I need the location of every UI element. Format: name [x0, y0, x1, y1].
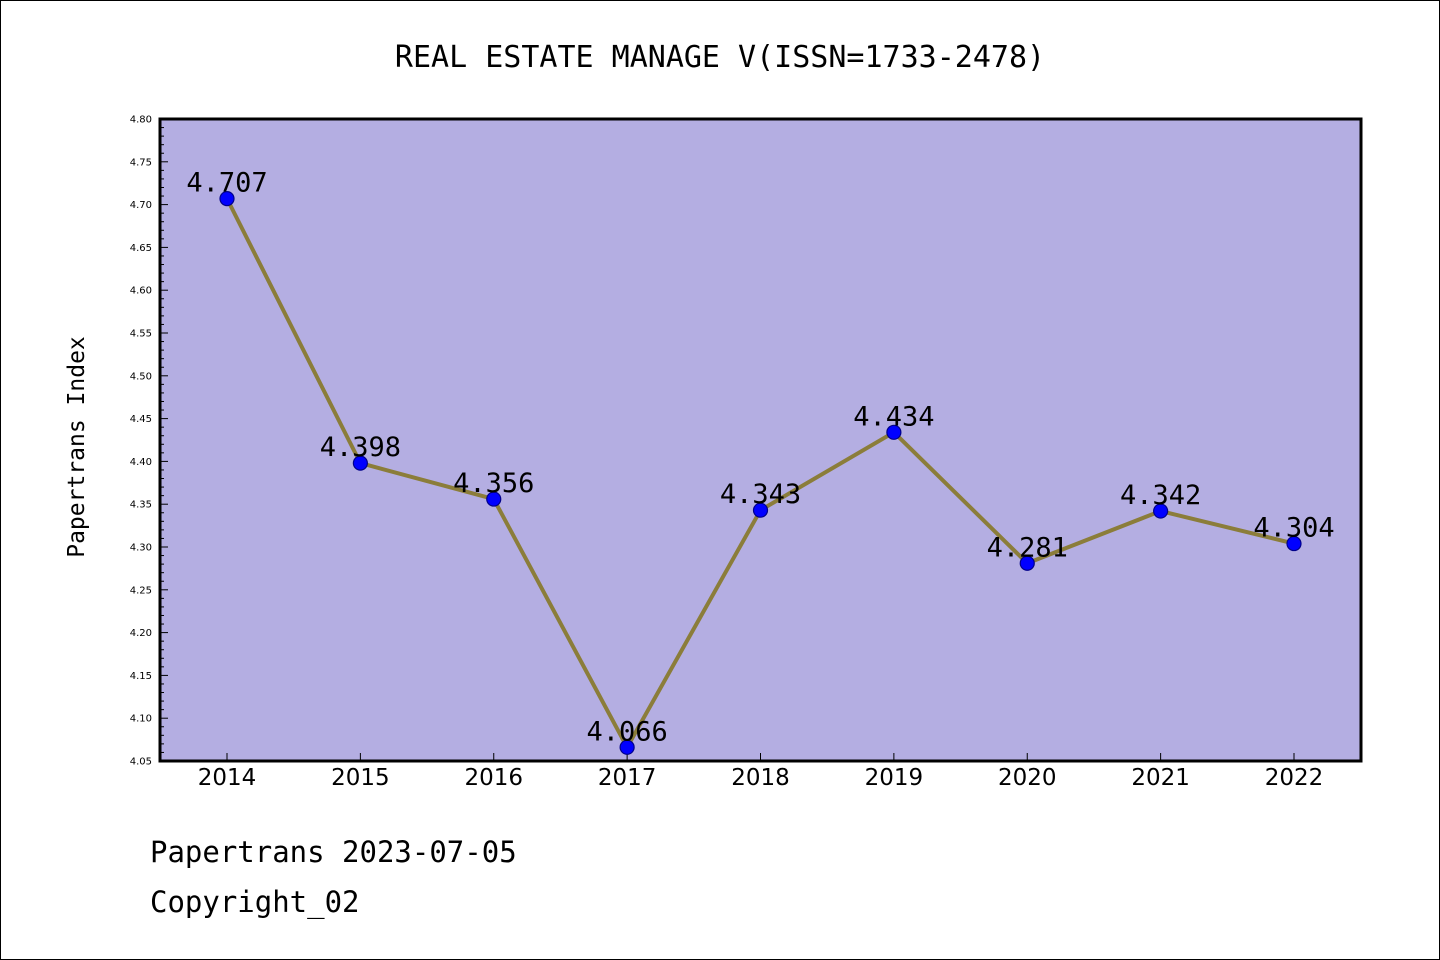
footer-copyright-text: Copyright_02 [150, 885, 360, 919]
y-axis-label: Papertrans Index [64, 336, 90, 558]
data-label: 4.434 [853, 401, 934, 432]
data-point-marker [619, 739, 635, 755]
data-point-marker [1019, 555, 1035, 571]
y-tick-label: 4.25 [130, 585, 152, 596]
y-tick-label: 4.15 [130, 671, 152, 682]
footer-date-text: Papertrans 2023-07-05 [150, 835, 517, 869]
y-tick-label: 4.20 [130, 628, 152, 639]
x-tick-label: 2015 [331, 765, 390, 791]
plot-border [158, 117, 1363, 763]
data-label: 4.066 [586, 716, 667, 747]
y-tick-label: 4.80 [130, 115, 152, 126]
x-axis: 2014 2015 2016 2017 2018 2019 2020 2021 2022 [198, 753, 1324, 791]
data-label: 4.304 [1253, 513, 1334, 544]
data-label: 4.398 [320, 432, 401, 463]
data-label: 4.707 [186, 168, 267, 199]
x-tick-label: 2021 [1131, 765, 1190, 791]
chart-title: REAL ESTATE MANAGE V(ISSN=1733-2478) [395, 40, 1045, 75]
data-point-marker [219, 191, 235, 207]
marker-group [219, 191, 1302, 755]
y-tick-label: 4.50 [130, 371, 152, 382]
y-tick-label: 4.30 [130, 543, 152, 554]
data-label: 4.281 [987, 532, 1068, 563]
y-tick-label: 4.65 [130, 243, 152, 254]
y-tick-label: 4.45 [130, 414, 152, 425]
x-tick-label: 2020 [998, 765, 1057, 791]
y-tick-label: 4.75 [130, 157, 152, 168]
x-tick-label: 2019 [865, 765, 924, 791]
x-tick-label: 2014 [198, 765, 257, 791]
data-label: 4.342 [1120, 480, 1201, 511]
y-tick-label: 4.10 [130, 714, 152, 725]
y-axis: 4.05 4.10 4.15 4.20 4.25 4.30 4.35 4.40 4.45 4.50… [130, 115, 168, 768]
data-point-marker [1153, 503, 1169, 519]
data-point-marker [886, 424, 902, 440]
plot-area [160, 119, 1361, 761]
y-tick-label: 4.05 [130, 757, 152, 768]
y-tick-label: 4.60 [130, 286, 152, 297]
data-label-group: 4.707 4.398 4.356 4.066 4.343 4.434 4.281 4.342… [186, 168, 1334, 748]
y-tick-label: 4.40 [130, 457, 152, 468]
y-tick-label: 4.70 [130, 200, 152, 211]
data-point-marker [486, 491, 502, 507]
data-point-marker [1286, 535, 1302, 552]
x-tick-label: 2016 [464, 765, 523, 791]
data-label: 4.343 [720, 479, 801, 510]
data-point-marker [352, 455, 368, 471]
data-point-marker [752, 502, 769, 518]
data-label: 4.356 [453, 468, 534, 499]
x-tick-label: 2022 [1265, 765, 1324, 791]
x-tick-label: 2017 [598, 765, 657, 791]
y-tick-label: 4.55 [130, 329, 152, 340]
y-tick-label: 4.35 [130, 500, 152, 511]
x-tick-label: 2018 [731, 765, 790, 791]
